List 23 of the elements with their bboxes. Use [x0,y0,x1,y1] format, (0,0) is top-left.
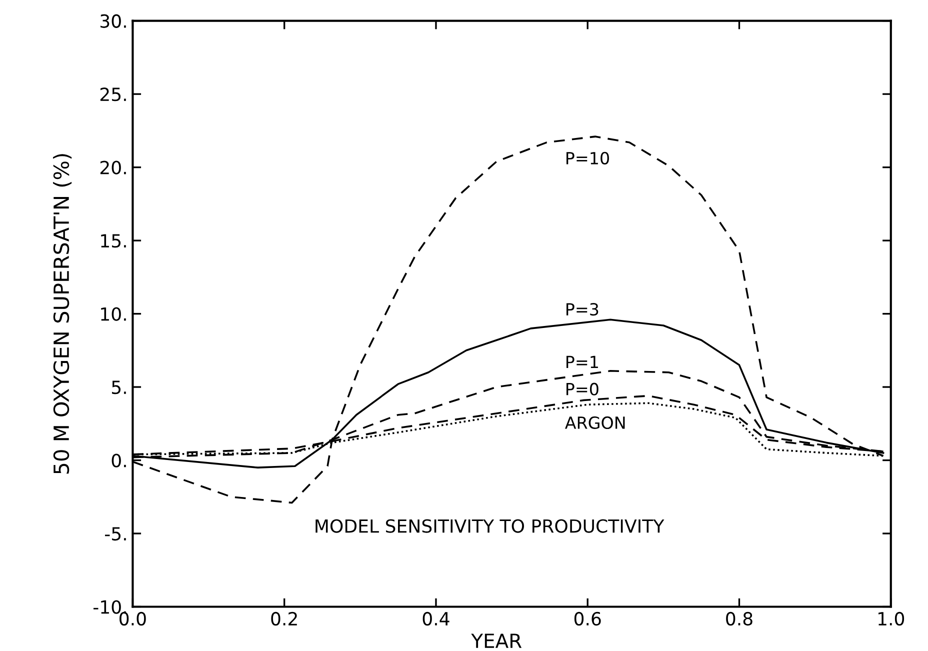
y-axis-title: 50 M OXYGEN SUPERSAT'N (%) [53,154,72,474]
series-label: P=3 [566,303,598,316]
x-tick-label: 0.4 [422,612,450,626]
y-tick-label: 10. [101,307,126,321]
y-tick-label: 30. [100,14,126,28]
x-tick-label: 0.0 [120,612,146,626]
y-tick-label: 20. [100,160,126,174]
x-tick-label: 0.2 [271,612,297,626]
y-tick-label: 0. [112,454,126,468]
x-tick-label: 1.0 [878,612,904,626]
y-tick-label: 5. [112,380,126,394]
x-axis-title: YEAR [471,634,522,648]
series-label: ARGON [564,416,625,430]
y-tick-label: -5. [104,527,126,541]
series-label: P=1 [566,356,598,368]
annotation: MODEL SENSITIVITY TO PRODUCTIVITY [316,519,664,533]
y-tick-label: 15. [101,234,126,248]
series-label: P=10 [566,152,609,164]
x-tick-label: 0.8 [726,612,752,626]
series-label: P=0 [566,382,598,396]
y-tick-label: -10. [94,600,126,614]
x-tick-label: 0.6 [574,612,601,626]
y-tick-label: 25. [100,88,126,102]
